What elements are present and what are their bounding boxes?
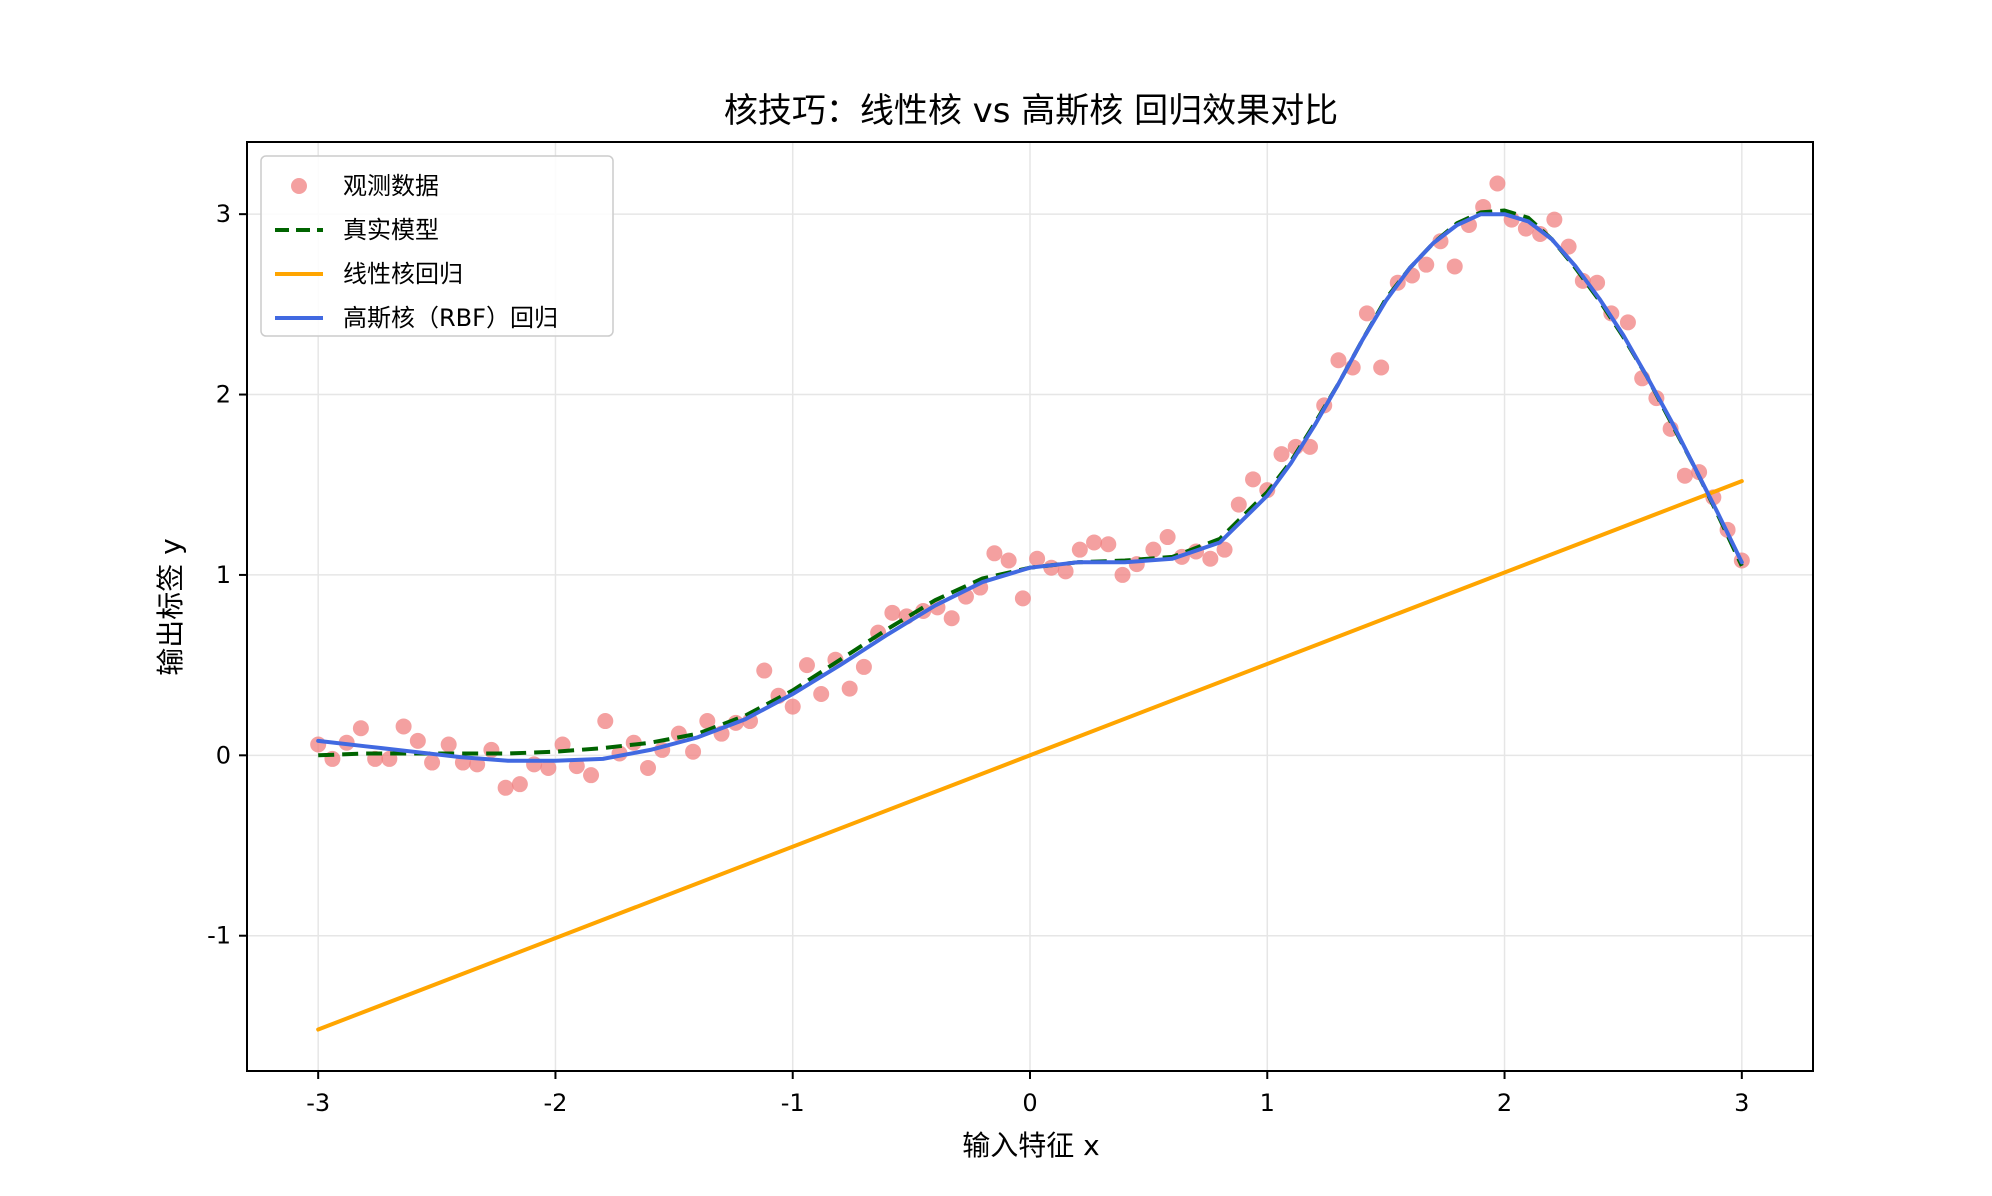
observed-point [424, 754, 441, 771]
observed-point [756, 662, 773, 679]
grid [247, 142, 1813, 1071]
observed-point [409, 732, 426, 749]
observed-point [699, 713, 716, 730]
observed-point [884, 604, 901, 621]
observed-point [483, 741, 500, 758]
legend-label: 线性核回归 [343, 260, 463, 288]
x-tick-label: -2 [543, 1089, 567, 1117]
observed-point [352, 720, 369, 737]
observed-point [1560, 238, 1577, 255]
x-tick-label: -1 [781, 1089, 805, 1117]
plot-area [310, 175, 1750, 1032]
observed-point [568, 758, 585, 775]
legend-label: 真实模型 [343, 216, 439, 244]
observed-point [1245, 471, 1262, 488]
observed-point [1086, 534, 1103, 551]
legend-box [260, 155, 614, 337]
observed-point [784, 698, 801, 715]
observed-point [813, 685, 830, 702]
observed-point [597, 713, 614, 730]
observed-point [639, 759, 656, 776]
x-tick-label: 3 [1734, 1089, 1749, 1117]
linear-line [316, 479, 1744, 1032]
observed-point [1071, 541, 1088, 558]
y-tick-label: 1 [216, 561, 231, 589]
axis-ticks: -3 -2 -1 0 1 2 3 -1 0 1 2 3 [207, 200, 1749, 1117]
observed-point [1057, 563, 1074, 580]
observed-point [1230, 496, 1247, 513]
observed-point [1216, 541, 1233, 558]
observed-point [540, 759, 557, 776]
observed-point [685, 743, 702, 760]
observed-point [1014, 590, 1031, 607]
observed-point [1330, 352, 1347, 369]
observed-point [1676, 467, 1693, 484]
y-tick-label: 2 [216, 381, 231, 409]
observed-point [497, 779, 514, 796]
observed-point [554, 736, 571, 753]
x-tick-label: -3 [306, 1089, 330, 1117]
y-tick-label: 0 [216, 741, 231, 769]
observed-point [1619, 314, 1636, 331]
legend-marker-observed [291, 178, 307, 194]
observed-point [1358, 305, 1375, 322]
observed-point [1418, 256, 1435, 273]
x-tick-label: 0 [1022, 1089, 1037, 1117]
observed-point [1114, 566, 1131, 583]
observed-point [1029, 550, 1046, 567]
observed-point [1546, 211, 1563, 228]
observed-point [1373, 359, 1390, 376]
x-tick-label: 1 [1260, 1089, 1275, 1117]
observed-point [1589, 274, 1606, 291]
x-axis-label: 输入特征 x [962, 1129, 1099, 1162]
observed-point [1489, 175, 1506, 192]
observed-point [310, 736, 327, 753]
y-axis-label: 输出标签 y [154, 538, 187, 675]
observed-point [986, 545, 1003, 562]
observed-point [583, 767, 600, 784]
observed-point [1100, 536, 1117, 553]
y-tick-label: -1 [207, 922, 231, 950]
observed-point [841, 680, 858, 697]
observed-point [440, 736, 457, 753]
x-tick-label: 2 [1497, 1089, 1512, 1117]
observed-point [1273, 446, 1290, 463]
observed-point [1446, 258, 1463, 275]
observed-point [1159, 529, 1176, 546]
observed-point [1000, 552, 1017, 569]
true-model-line [318, 208, 1744, 758]
observed-point [798, 657, 815, 674]
observed-point [855, 658, 872, 675]
legend-label: 观测数据 [343, 172, 439, 200]
rbf-line [316, 212, 1744, 763]
legend-label: 高斯核（RBF）回归 [343, 304, 558, 332]
chart-title: 核技巧：线性核 vs 高斯核 回归效果对比 [724, 91, 1338, 131]
observed-point [1145, 541, 1162, 558]
y-tick-label: 3 [216, 200, 231, 228]
observed-point [395, 718, 412, 735]
observed-point [1202, 550, 1219, 567]
observed-point [511, 776, 528, 793]
observed-point [1432, 233, 1449, 250]
observed-point [943, 610, 960, 627]
